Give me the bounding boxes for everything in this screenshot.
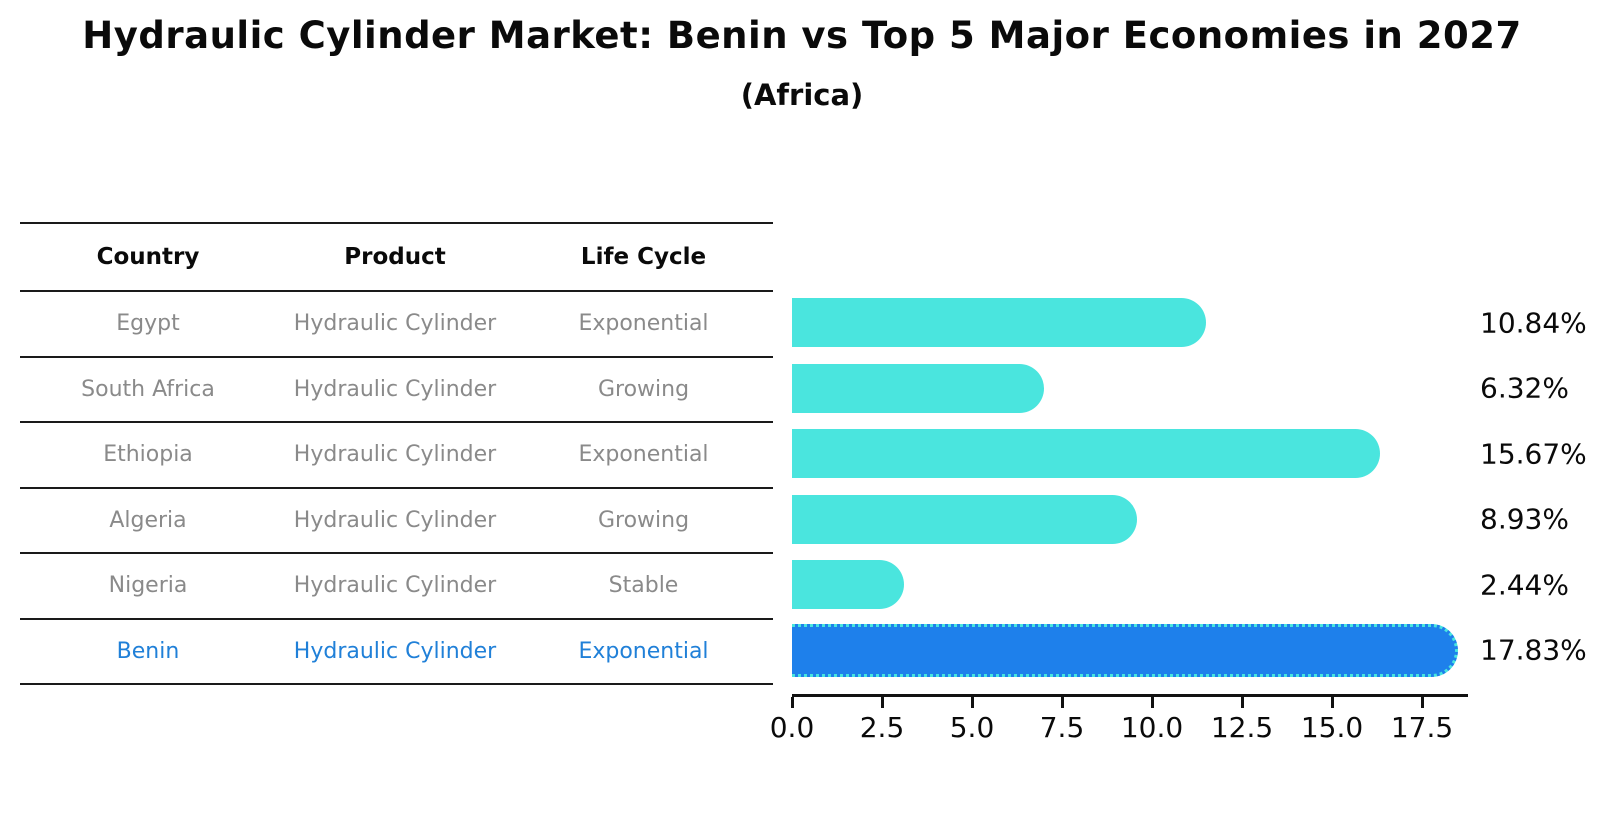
cell-product: Hydraulic Cylinder bbox=[293, 311, 497, 337]
bar-benin bbox=[792, 623, 1458, 677]
bar-nigeria bbox=[792, 560, 904, 610]
x-tick-label: 15.0 bbox=[1300, 711, 1364, 744]
x-tick-label: 0.0 bbox=[769, 711, 815, 744]
cell-country: Algeria bbox=[109, 507, 187, 533]
table-row-egypt: Egypt Hydraulic Cylinder Exponential bbox=[20, 291, 773, 357]
x-tick-label: 7.5 bbox=[1039, 711, 1085, 744]
value-label-south-africa: 6.32% bbox=[1480, 371, 1569, 405]
table-row-benin: Benin Hydraulic Cylinder Exponential bbox=[20, 619, 773, 684]
tick-mark bbox=[790, 697, 794, 708]
bar-egypt bbox=[792, 298, 1207, 348]
tick-mark bbox=[1240, 697, 1244, 708]
chart-subtitle: (Africa) bbox=[740, 78, 864, 112]
x-tick-label: 17.5 bbox=[1390, 711, 1454, 744]
table-row-ethiopia: Ethiopia Hydraulic Cylinder Exponential bbox=[20, 422, 773, 488]
cell-product: Hydraulic Cylinder bbox=[293, 638, 497, 664]
cell-product: Hydraulic Cylinder bbox=[293, 442, 497, 468]
cell-life-cycle: Growing bbox=[597, 376, 690, 402]
cell-product: Hydraulic Cylinder bbox=[293, 376, 497, 402]
chart-title: Hydraulic Cylinder Market: Benin vs Top … bbox=[82, 14, 1522, 57]
cell-product: Hydraulic Cylinder bbox=[293, 507, 497, 533]
bar-ethiopia bbox=[792, 429, 1381, 479]
x-tick-label: 12.5 bbox=[1210, 711, 1274, 744]
cell-country: Egypt bbox=[116, 311, 180, 337]
table-header-country: Country bbox=[96, 244, 200, 270]
cell-country: Ethiopia bbox=[103, 442, 193, 468]
table-header-row: Country Product Life Cycle bbox=[20, 223, 773, 291]
cell-life-cycle: Growing bbox=[597, 507, 690, 533]
cell-country: Nigeria bbox=[108, 573, 188, 599]
cell-life-cycle: Stable bbox=[608, 573, 679, 599]
tick-mark bbox=[1060, 697, 1064, 708]
value-label-algeria: 8.93% bbox=[1480, 502, 1569, 536]
x-tick-label: 10.0 bbox=[1120, 711, 1184, 744]
cell-life-cycle: Exponential bbox=[578, 311, 709, 337]
value-label-nigeria: 2.44% bbox=[1480, 568, 1569, 602]
x-tick-label: 2.5 bbox=[859, 711, 905, 744]
table-row-south-africa: South Africa Hydraulic Cylinder Growing bbox=[20, 357, 773, 422]
tick-mark bbox=[1150, 697, 1154, 708]
bar-algeria bbox=[792, 494, 1138, 544]
table-row-algeria: Algeria Hydraulic Cylinder Growing bbox=[20, 488, 773, 553]
tick-mark bbox=[1330, 697, 1334, 708]
cell-product: Hydraulic Cylinder bbox=[293, 573, 497, 599]
x-axis-line bbox=[792, 694, 1468, 697]
cell-country: Benin bbox=[116, 638, 180, 664]
country-table: Country Product Life Cycle Egypt Hydraul… bbox=[20, 222, 773, 685]
cell-life-cycle: Exponential bbox=[578, 638, 709, 664]
table-header-product: Product bbox=[344, 244, 446, 270]
tick-mark bbox=[1420, 697, 1424, 708]
cell-life-cycle: Exponential bbox=[578, 442, 709, 468]
cell-country: South Africa bbox=[81, 376, 215, 402]
tick-mark bbox=[880, 697, 884, 708]
value-label-benin: 17.83% bbox=[1480, 633, 1587, 667]
bar-south-africa bbox=[792, 363, 1044, 413]
table-header-life-cycle: Life Cycle bbox=[580, 244, 707, 270]
value-label-egypt: 10.84% bbox=[1480, 306, 1587, 340]
tick-mark bbox=[970, 697, 974, 708]
table-row-nigeria: Nigeria Hydraulic Cylinder Stable bbox=[20, 553, 773, 619]
value-label-ethiopia: 15.67% bbox=[1480, 437, 1587, 471]
x-tick-label: 5.0 bbox=[949, 711, 995, 744]
